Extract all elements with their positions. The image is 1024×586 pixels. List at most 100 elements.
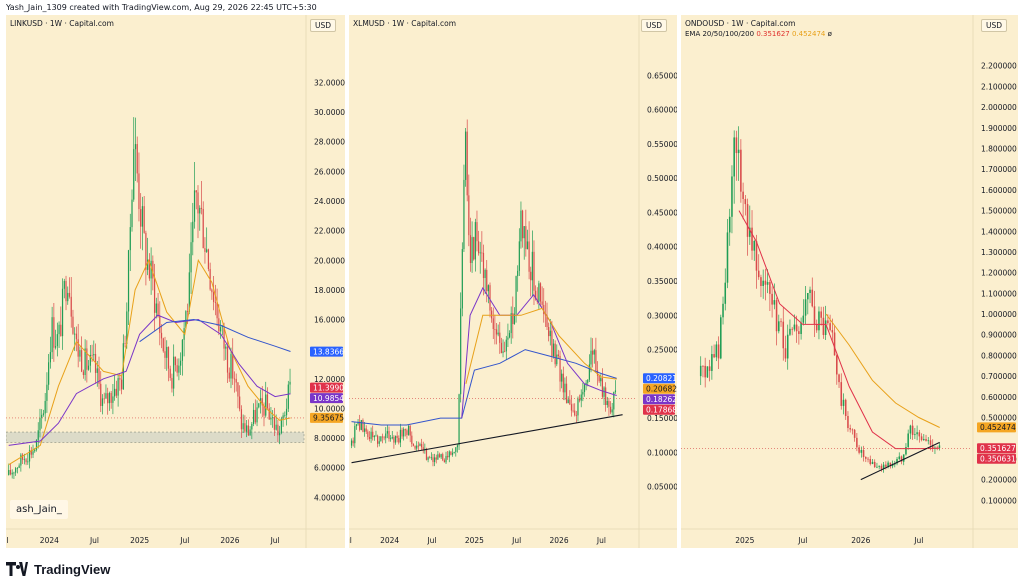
chart-title: ONDOUSD · 1W · Capital.com [685, 19, 796, 28]
candle-body [195, 190, 197, 193]
candle-body [89, 354, 91, 366]
candle-body [30, 450, 32, 455]
x-tick-label: Jul [270, 536, 280, 545]
candle-body [87, 365, 90, 370]
candle-body [572, 410, 574, 412]
candle-body [548, 327, 550, 337]
candle-body [82, 371, 84, 376]
candle-body [455, 447, 457, 452]
candle-body [58, 324, 60, 335]
candle-body [86, 348, 88, 370]
candle-body [391, 437, 393, 439]
candle-body [101, 398, 104, 406]
x-tick-label: 2026 [220, 536, 239, 545]
candle-body [148, 259, 150, 279]
y-tick-label: 0.30000 [647, 311, 677, 320]
candle-body [352, 440, 354, 444]
candle-body [443, 460, 445, 463]
x-tick-label: Jul [596, 536, 606, 545]
candle-body [266, 394, 269, 409]
candle-body [112, 396, 114, 403]
candle-body [753, 241, 756, 251]
candle-body [388, 431, 390, 439]
candle-body [458, 394, 460, 446]
candle-body [93, 354, 95, 356]
y-tick-label: 0.50000 [647, 174, 677, 183]
currency-label[interactable]: USD [981, 19, 1008, 32]
candle-body [820, 311, 822, 318]
price-badge-text: 0.350631 [980, 455, 1016, 464]
candle-body [96, 368, 98, 373]
price-badge [643, 373, 675, 384]
candle-body [614, 390, 617, 392]
price-badge [977, 443, 1016, 454]
y-tick-label: 1.700000 [981, 165, 1017, 174]
candle-body [225, 346, 227, 349]
candle-body [737, 149, 740, 154]
y-tick-label: 10.00000 [314, 404, 345, 413]
candle-body [48, 362, 50, 385]
chart-panel-linkusd[interactable]: 32.00000 30.00000 28.00000 26.00000 24.00000… [6, 15, 345, 548]
candle-body [27, 461, 29, 463]
candle-body [173, 356, 175, 389]
candle-body [107, 393, 109, 404]
candle-body [742, 191, 744, 200]
candle-body [200, 207, 203, 209]
candle-body [430, 457, 432, 459]
candle-body [420, 444, 423, 448]
candle-body [608, 400, 610, 407]
candle-body [898, 456, 901, 459]
currency-label[interactable]: USD [310, 19, 337, 32]
candle-body [251, 423, 253, 430]
candle-body [720, 317, 722, 359]
candle-body [784, 348, 787, 359]
candle-body [425, 448, 428, 460]
candle-body [270, 417, 272, 420]
chart-panel-ondousd[interactable]: 2.200000 2.100000 2.000000 1.900000 1.800000… [681, 15, 1018, 548]
candle-body [176, 365, 178, 373]
candle-body [735, 137, 738, 154]
candle-body [862, 450, 865, 458]
candle-body [500, 342, 503, 353]
x-tick-label: Jul [6, 536, 9, 545]
candle-body [23, 459, 25, 461]
footer-brand: TradingView [34, 561, 111, 577]
candle-body [780, 321, 782, 323]
candle-body [609, 406, 612, 413]
candle-body [469, 235, 472, 263]
ema-line-1 [351, 349, 617, 426]
candle-body [246, 425, 248, 432]
candle-body [582, 392, 584, 395]
candle-body [416, 445, 418, 449]
candle-body [119, 378, 121, 380]
candle-body [749, 227, 751, 237]
candle-body [564, 383, 566, 393]
y-tick-label: 1.400000 [981, 227, 1017, 236]
candle-body [580, 394, 582, 401]
candle-body [461, 249, 463, 309]
candle-body [515, 276, 517, 314]
candle-body [528, 241, 530, 272]
y-tick-label: 0.800000 [981, 351, 1017, 360]
candle-body [513, 313, 516, 325]
candle-body [822, 317, 825, 335]
candle-body [140, 209, 142, 227]
candle-body [412, 444, 415, 446]
candle-body [824, 320, 827, 335]
candles-group [350, 119, 617, 467]
candle-body [232, 354, 234, 379]
candle-body [448, 451, 450, 458]
author-watermark: ash_Jain_ [10, 500, 68, 519]
candle-body [367, 431, 369, 438]
candle-body [860, 450, 863, 453]
candle-body [42, 413, 45, 415]
candle-body [435, 457, 437, 460]
candle-body [169, 368, 171, 378]
candle-body [390, 438, 392, 440]
chart-panel-xlmusd[interactable]: 0.65000 0.60000 0.55000 0.50000 0.45000 0.400… [349, 15, 677, 548]
currency-label[interactable]: USD [641, 19, 668, 32]
candle-body [704, 365, 706, 378]
candle-body [143, 206, 145, 233]
candle-body [562, 373, 564, 393]
candle-body [530, 271, 532, 281]
